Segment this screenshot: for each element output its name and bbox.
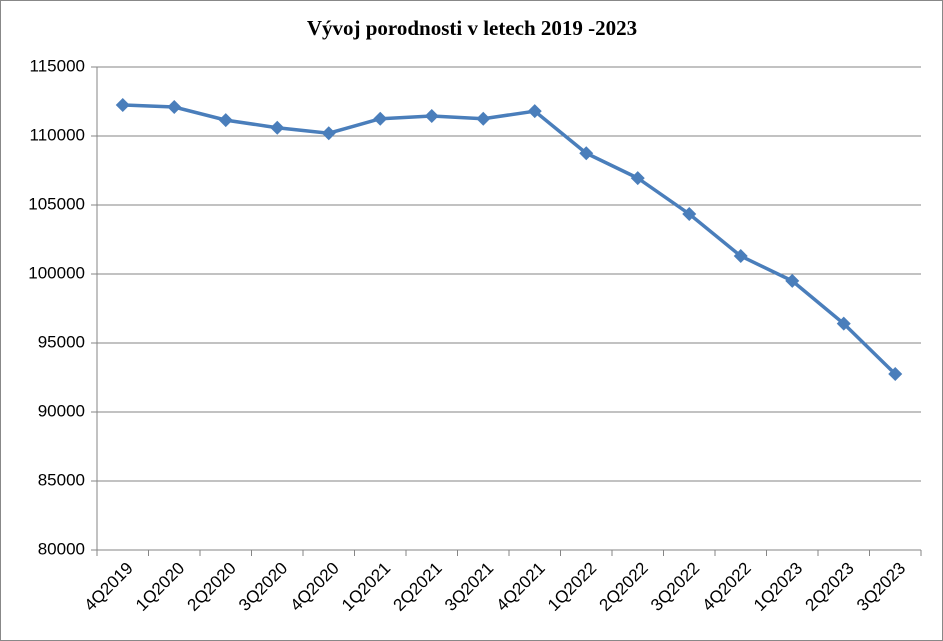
data-marker [270,120,285,135]
y-tick-label: 110000 [30,125,85,144]
y-tick-label: 105000 [28,194,85,213]
data-marker [733,249,748,264]
data-marker [527,104,542,119]
data-marker [476,111,491,126]
data-marker [785,273,800,288]
y-tick-label: 115000 [30,56,85,75]
y-tick-label: 85000 [38,470,85,489]
chart-title: Vývoj porodnosti v letech 2019 -2023 [307,16,637,40]
data-marker [682,206,697,221]
data-marker [424,108,439,123]
data-marker [836,316,851,331]
data-marker [579,146,594,161]
data-marker [167,100,182,115]
y-tick-label: 90000 [38,401,85,420]
data-marker [321,126,336,141]
y-tick-label: 100000 [28,263,85,282]
data-line [122,103,897,376]
data-marker [373,111,388,126]
data-marker [888,367,903,382]
data-marker [218,113,233,128]
y-tick-label: 80000 [38,539,85,558]
data-marker [630,171,645,186]
y-tick-label: 95000 [38,332,85,351]
data-marker [115,97,130,112]
